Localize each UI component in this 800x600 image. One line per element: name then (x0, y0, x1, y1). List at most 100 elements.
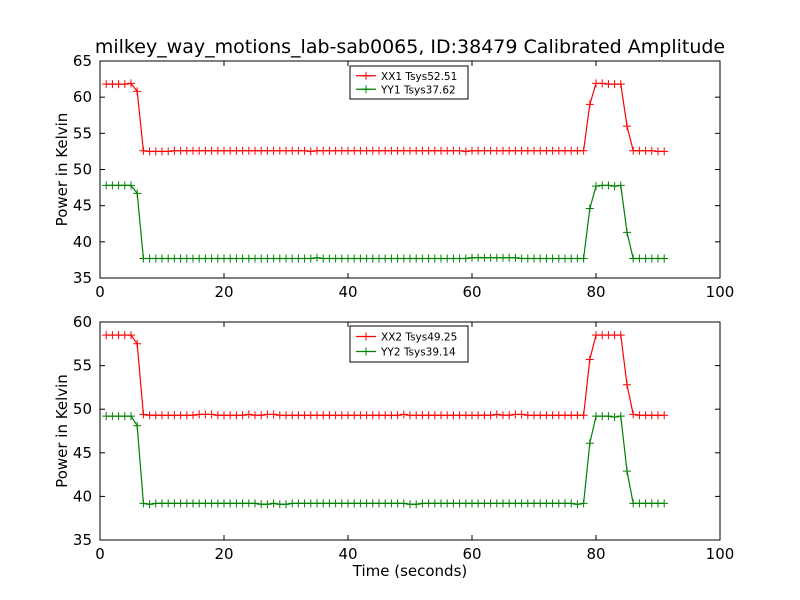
legend-marker (362, 347, 370, 356)
data-point (461, 147, 470, 156)
data-point (616, 181, 625, 190)
x-axis-label: Time (seconds) (352, 562, 468, 580)
x-tick-label: 80 (586, 283, 605, 301)
bottom-chart-panel: 0 20 40 60 80 100 35 40 45 50 55 60 Power in Kelvin T… (53, 313, 734, 580)
x-tick-label: 60 (462, 545, 481, 563)
data-point (133, 87, 142, 96)
data-point (282, 500, 290, 509)
data-point (660, 147, 669, 156)
data-point (567, 499, 576, 508)
data-point (598, 79, 607, 88)
data-point (623, 380, 631, 389)
data-point (127, 79, 135, 88)
data-point (127, 412, 135, 421)
data-point (306, 254, 315, 263)
series-2 (102, 412, 669, 509)
y-tick-label: 45 (73, 197, 92, 215)
data-point (412, 500, 421, 509)
y-axis-label: Power in Kelvin (53, 113, 71, 227)
data-point (127, 181, 135, 190)
x-tick-label: 20 (214, 283, 233, 301)
figure-title: milkey_way_motions_lab-sab0065, ID:38479… (95, 36, 725, 58)
data-point (579, 411, 588, 420)
legend: XX2 Tsys49.25 YY2 Tsys39.14 (349, 325, 469, 363)
legend-marker (362, 71, 370, 80)
data-point (393, 411, 402, 420)
data-point (306, 147, 315, 156)
data-point (610, 413, 619, 422)
data-point (585, 100, 594, 109)
legend-label: YY1 Tsys37.62 (380, 84, 456, 96)
legend-item: YY1 Tsys37.62 (356, 84, 456, 96)
series-1 (102, 79, 669, 156)
legend-label: XX2 Tsys49.25 (381, 332, 457, 344)
data-point (238, 411, 247, 420)
legend-label: XX1 Tsys52.51 (381, 71, 457, 83)
x-tick-label: 80 (586, 545, 605, 563)
data-point (486, 411, 495, 420)
x-tick-label: 100 (706, 545, 735, 563)
x-tick-label: 60 (462, 283, 481, 301)
x-tick-label: 0 (95, 545, 105, 563)
data-point (251, 499, 259, 508)
data-point (616, 80, 625, 89)
data-point (511, 253, 520, 262)
y-axis-label: Power in Kelvin (53, 374, 71, 488)
x-tick-label: 20 (214, 545, 233, 563)
x-tick-label: 40 (338, 545, 357, 563)
data-point (616, 331, 625, 340)
data-point (399, 499, 408, 508)
data-point (579, 146, 588, 155)
legend-item: XX1 Tsys52.51 (356, 71, 457, 83)
data-point (660, 411, 669, 420)
data-point (133, 339, 142, 348)
data-point (592, 182, 600, 191)
legend-item: XX2 Tsys49.25 (356, 332, 457, 344)
y-tick-label: 35 (73, 531, 92, 549)
data-point (263, 500, 272, 509)
y-tick-label: 40 (73, 487, 92, 505)
series-2 (102, 181, 669, 263)
data-point (579, 254, 588, 263)
data-point (610, 182, 619, 191)
data-point (616, 412, 625, 421)
y-tick-label: 65 (73, 52, 92, 70)
data-point (120, 80, 129, 89)
data-point (660, 254, 669, 263)
data-point (257, 411, 266, 420)
top-chart-panel: 0 20 40 60 80 100 35 40 45 50 55 60 65 Power in Kelvi… (53, 52, 734, 301)
y-tick-label: 50 (73, 161, 92, 179)
data-point (269, 499, 278, 508)
data-point (629, 410, 638, 419)
data-point (623, 122, 631, 131)
data-point (585, 439, 594, 448)
legend-box (349, 65, 469, 100)
x-tick-label: 40 (338, 283, 357, 301)
series-1 (102, 331, 669, 420)
data-point (585, 204, 594, 213)
y-tick-label: 60 (73, 313, 92, 331)
y-tick-label: 60 (73, 88, 92, 106)
data-point (133, 421, 142, 430)
data-point (189, 411, 197, 420)
data-point (492, 410, 501, 419)
data-point (579, 499, 588, 508)
y-tick-label: 35 (73, 269, 92, 287)
data-point (139, 146, 148, 155)
axes-frame (99, 321, 721, 541)
data-point (313, 253, 321, 262)
data-point (455, 146, 464, 155)
data-point (164, 147, 173, 156)
legend-marker (362, 85, 370, 94)
data-point (139, 499, 148, 508)
data-point (399, 410, 408, 419)
legend-item: YY2 Tsys39.14 (356, 347, 456, 359)
y-tick-label: 55 (73, 357, 92, 375)
data-point (604, 412, 613, 421)
data-point (244, 410, 253, 419)
data-point (139, 410, 148, 419)
legend-marker (362, 332, 370, 341)
data-point (300, 146, 309, 155)
data-point (660, 499, 669, 508)
